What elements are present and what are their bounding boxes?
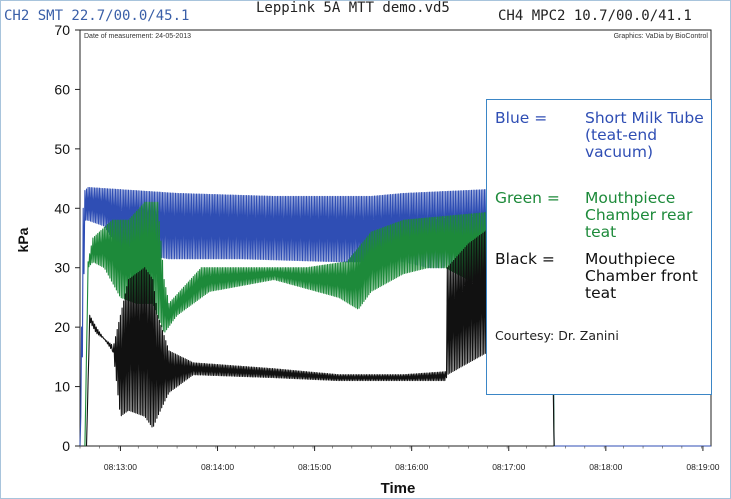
- x-tick-label: 08:14:00: [201, 462, 234, 472]
- legend-desc-green: Mouthpiece Chamber rear teat: [585, 189, 693, 241]
- graphics-credit-note: Graphics: VaDia by BioControl: [614, 33, 709, 40]
- x-tick-label: 08:19:00: [686, 462, 719, 472]
- legend-key-blue: Blue =: [495, 109, 548, 127]
- legend-desc-blue: Short Milk Tube (teat-end vacuum): [585, 109, 704, 161]
- header-ch2-readout: CH2 SMT 22.7/00.0/45.1: [4, 8, 190, 24]
- x-tick-label: 08:18:00: [589, 462, 622, 472]
- x-tick-label: 08:17:00: [492, 462, 525, 472]
- y-tick-label: 70: [54, 22, 70, 38]
- legend-box: Blue = Short Milk Tube (teat-end vacuum)…: [486, 99, 712, 395]
- y-axis-label: kPa: [15, 227, 31, 252]
- legend-key-green: Green =: [495, 189, 560, 207]
- x-tick-label: 08:15:00: [298, 462, 331, 472]
- x-tick-label: 08:16:00: [395, 462, 428, 472]
- y-tick-label: 50: [54, 141, 70, 157]
- y-tick-label: 10: [54, 379, 70, 395]
- header-file-name: Leppink 5A MTT demo.vd5: [256, 0, 450, 16]
- legend-key-black: Black =: [495, 250, 555, 268]
- date-of-measurement-note: Date of measurement: 24-05-2013: [84, 33, 191, 40]
- header-ch4-readout: CH4 MPC2 10.7/00.0/41.1: [498, 8, 692, 24]
- x-tick-label: 08:13:00: [104, 462, 137, 472]
- y-tick-label: 60: [54, 81, 70, 97]
- legend-desc-black: Mouthpiece Chamber front teat: [585, 250, 698, 302]
- series-line-3: [85, 189, 555, 447]
- x-axis-label: Time: [381, 480, 416, 497]
- y-tick-label: 30: [54, 260, 70, 276]
- y-tick-label: 40: [54, 200, 70, 216]
- legend-courtesy: Courtesy: Dr. Zanini: [495, 328, 619, 343]
- y-tick-label: 0: [62, 438, 70, 454]
- y-tick-label: 20: [54, 319, 70, 335]
